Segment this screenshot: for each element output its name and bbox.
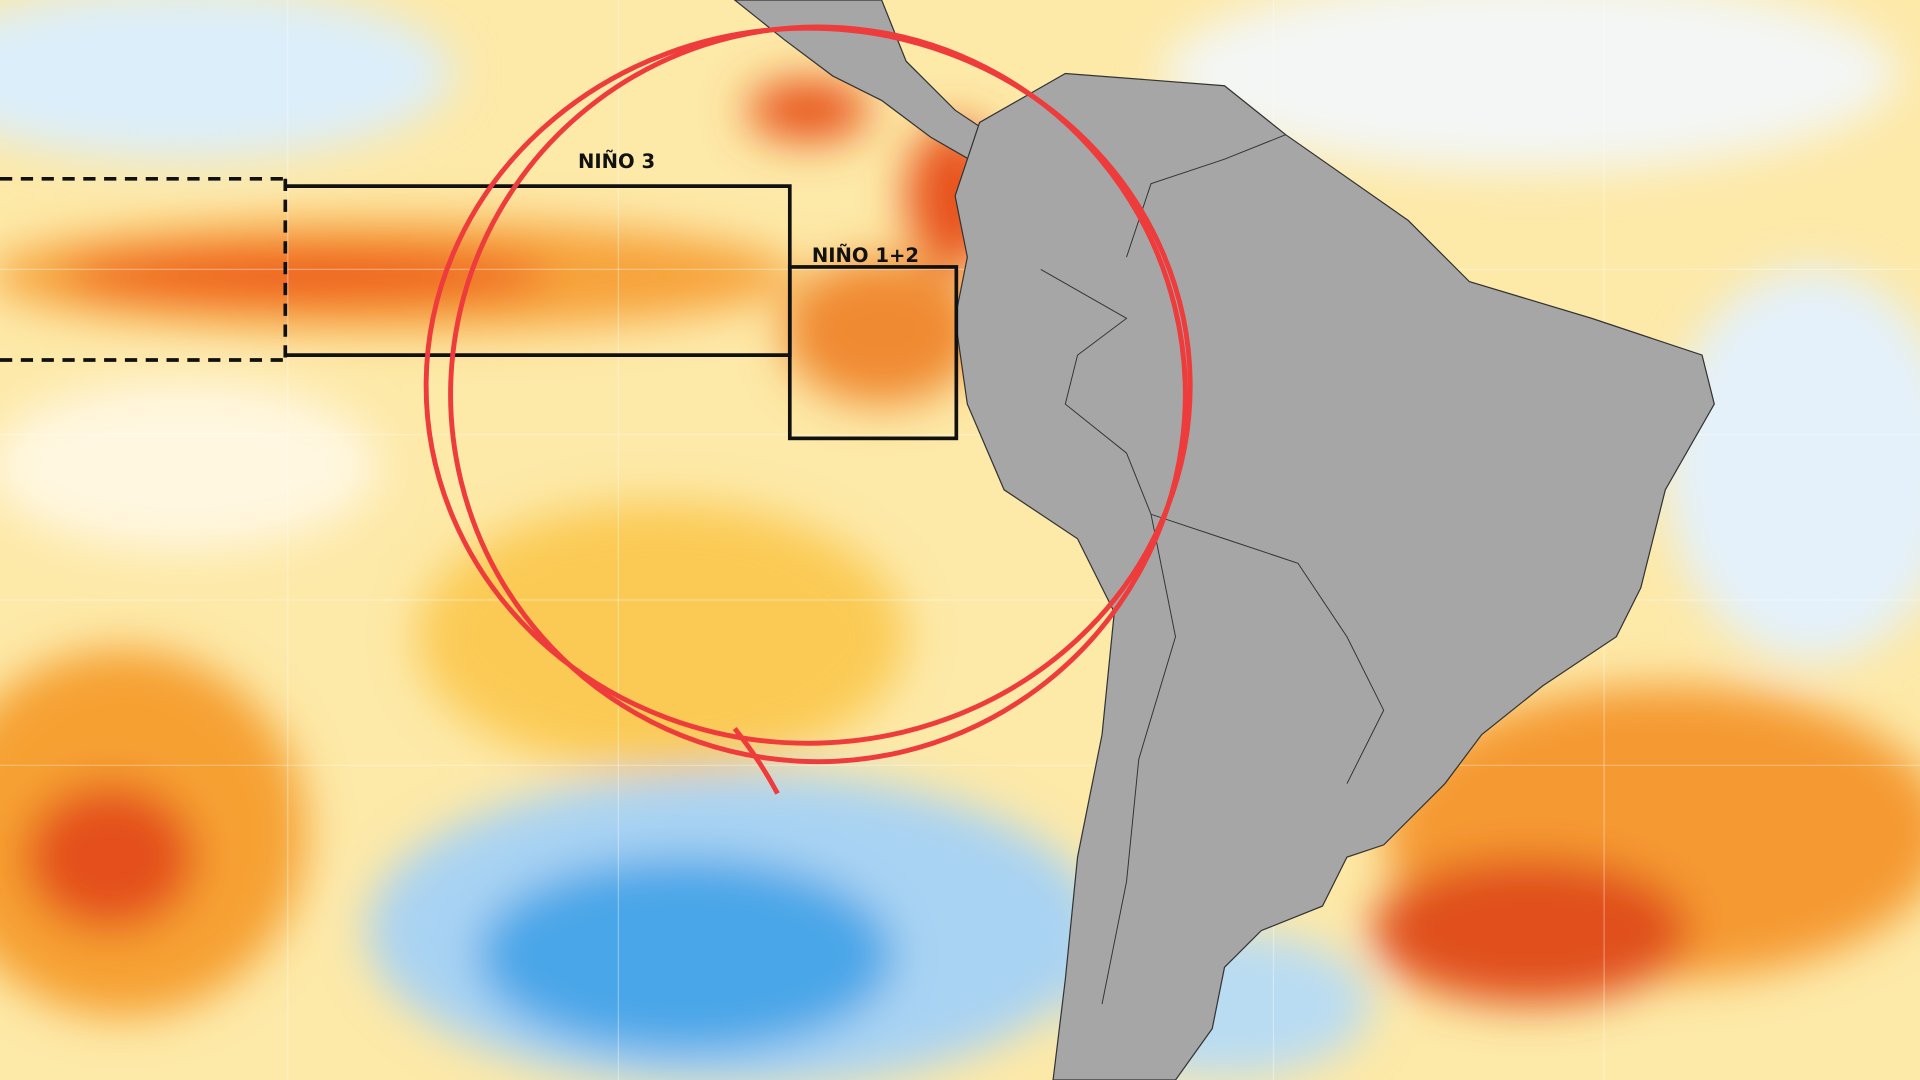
nino3-label: NIÑO 3 xyxy=(578,149,655,173)
highlight-circle xyxy=(423,24,1193,795)
nino12-label: NIÑO 1+2 xyxy=(812,243,919,267)
south-america xyxy=(954,72,1715,1080)
borders xyxy=(1040,134,1385,1005)
nino-boxes xyxy=(0,176,959,441)
